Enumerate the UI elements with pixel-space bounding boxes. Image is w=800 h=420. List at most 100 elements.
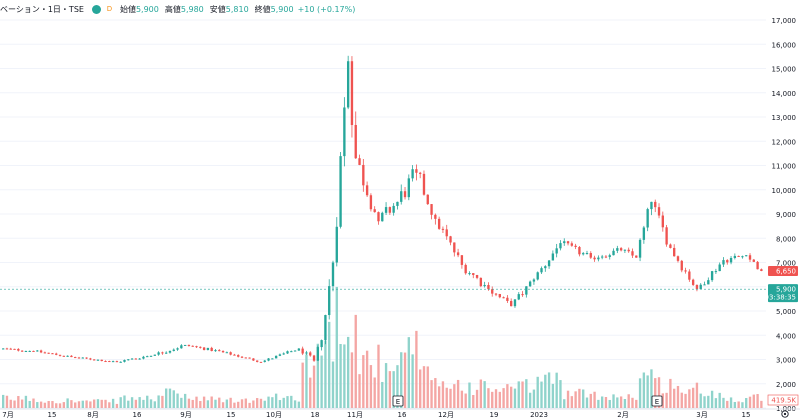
volume-bar xyxy=(142,399,145,408)
interval-badge: D xyxy=(104,4,114,14)
volume-bar xyxy=(589,393,592,408)
volume-bar xyxy=(684,393,687,408)
candle-body xyxy=(293,350,297,352)
volume-bar xyxy=(619,396,623,408)
volume-bar xyxy=(422,366,426,408)
high-value: 5,980 xyxy=(180,4,204,14)
candle-body xyxy=(282,353,285,355)
candle-body xyxy=(563,241,566,244)
volume-bar xyxy=(445,387,448,408)
change-value: +10 (+0.17%) xyxy=(297,4,356,14)
time-axis: 7月 15 8月 16 9月 15 10月 18 11月 16 12月 19 2023 2月 3月 15 xyxy=(0,408,800,419)
volume-bar xyxy=(722,397,725,408)
volume-bar xyxy=(297,401,301,408)
volume-bar xyxy=(176,393,179,408)
volume-bar xyxy=(661,393,664,408)
candle-body xyxy=(684,270,687,272)
candle-body xyxy=(354,124,357,159)
candle-body xyxy=(722,260,725,265)
candle-body xyxy=(74,357,77,359)
volume-bar xyxy=(9,399,12,408)
volume-bar xyxy=(377,344,380,408)
candle-body xyxy=(422,173,426,195)
volume-bar xyxy=(17,396,20,408)
candle-body xyxy=(240,356,244,358)
volume-bar xyxy=(388,371,392,408)
candle-body xyxy=(536,272,539,280)
volume-bar xyxy=(199,401,202,408)
candle-body xyxy=(142,356,145,359)
candle-body xyxy=(396,201,399,206)
volume-bar xyxy=(498,391,501,408)
volume-bar xyxy=(411,354,414,408)
candle-body xyxy=(619,248,623,251)
volume-bar xyxy=(710,390,714,408)
candle-body xyxy=(195,346,198,348)
time-tick-label: 15 xyxy=(48,411,57,419)
candle-body xyxy=(134,358,138,360)
candle-body xyxy=(415,169,418,173)
price-tick-label: 8,000 xyxy=(776,235,796,243)
volume-bar xyxy=(737,401,740,408)
volume-bar xyxy=(434,378,437,408)
candle-body xyxy=(453,242,456,253)
candle-body xyxy=(510,300,513,307)
marker-price-value: 6,650 xyxy=(776,267,796,275)
volume-bar xyxy=(547,372,551,408)
volume-bar xyxy=(111,398,115,408)
volume-bar xyxy=(172,390,175,408)
candle-body xyxy=(714,271,718,273)
candle-body xyxy=(62,355,66,357)
time-tick-label: 2月 xyxy=(617,411,628,419)
candle-body xyxy=(532,279,536,282)
volume-bar xyxy=(369,365,373,408)
candle-body xyxy=(346,61,350,108)
volume-bar xyxy=(472,395,475,408)
candle-body xyxy=(726,260,729,263)
price-tick-label: 7,000 xyxy=(776,260,796,268)
price-tick-label: 15,000 xyxy=(772,66,797,74)
candle-body xyxy=(513,299,517,307)
symbol-title[interactable]: ベーション・1日・TSE xyxy=(0,4,84,14)
candle-body xyxy=(487,284,490,290)
volume-bar xyxy=(108,402,111,408)
volume-bar xyxy=(77,401,81,408)
volume-bar xyxy=(665,392,668,408)
candle-body xyxy=(695,284,699,290)
candle-body xyxy=(430,204,433,215)
volume-bar xyxy=(320,355,323,408)
candle-body xyxy=(650,201,653,210)
candle-body xyxy=(582,253,585,255)
candle-body xyxy=(32,350,35,352)
volume-bar xyxy=(39,401,43,408)
earnings-marker: E xyxy=(392,395,404,407)
volume-bar xyxy=(691,387,695,408)
candle-body xyxy=(411,169,414,179)
candle-body xyxy=(479,277,483,287)
volume-bar xyxy=(24,395,28,408)
time-tick-label: 9月 xyxy=(180,411,191,419)
candle-body xyxy=(237,355,240,357)
candle-body xyxy=(638,239,642,258)
low-label: 安値 xyxy=(209,4,226,14)
candle-body xyxy=(381,212,384,222)
time-tick-label: 11月 xyxy=(347,411,363,419)
earnings-marker-label: E xyxy=(396,398,400,406)
candle-body xyxy=(574,245,577,247)
settings-gear-icon[interactable] xyxy=(781,410,789,418)
volume-bar xyxy=(604,397,608,408)
candle-body xyxy=(77,357,81,359)
volume-bar xyxy=(525,379,528,408)
volume-bar xyxy=(343,344,346,408)
candle-body xyxy=(66,355,69,357)
volume-bar xyxy=(574,391,577,408)
time-tick-label: 7月 xyxy=(2,411,13,419)
volume-bar xyxy=(756,394,759,408)
volume-bar xyxy=(555,372,558,408)
last-price-time: 03:38:35 xyxy=(765,294,796,302)
candle-body xyxy=(688,271,691,280)
candle-body xyxy=(153,354,156,356)
candle-body xyxy=(225,352,229,354)
